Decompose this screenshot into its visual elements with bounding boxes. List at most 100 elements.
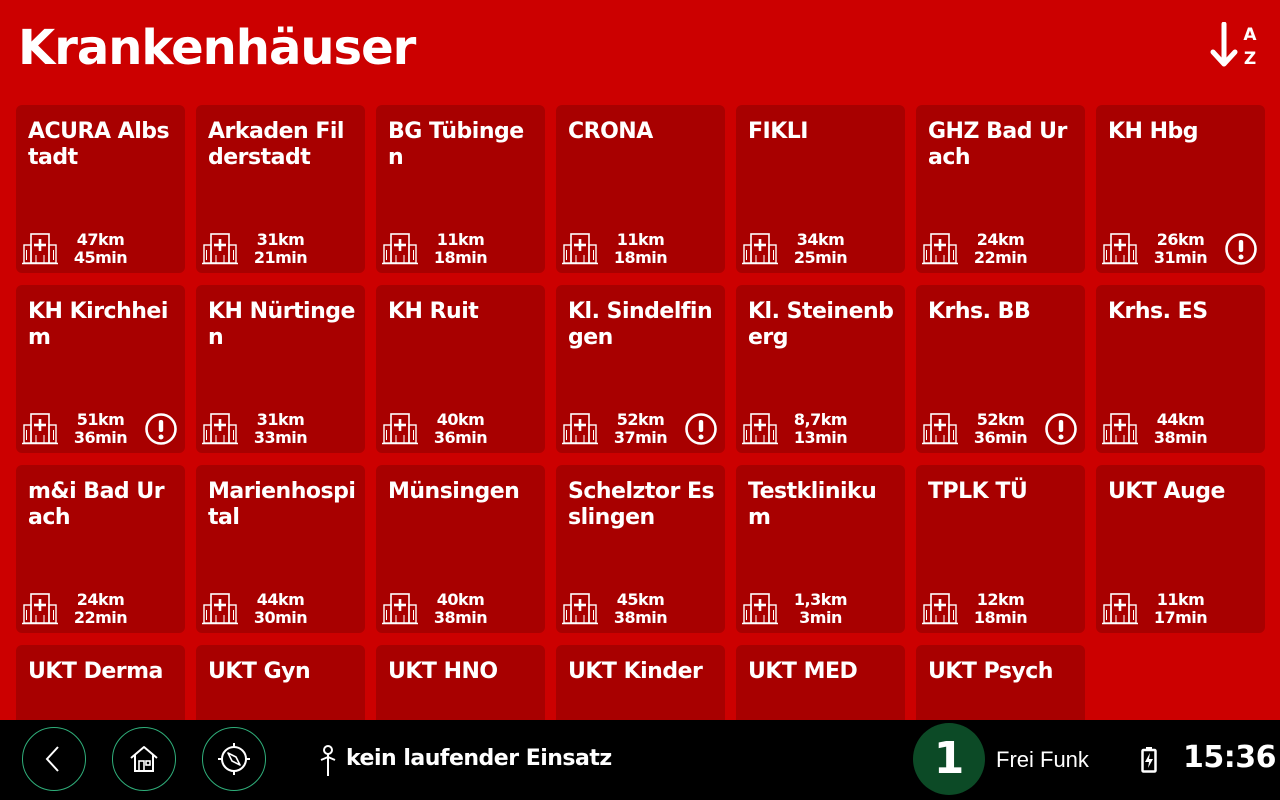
distance-info: 8,7km 13min: [788, 411, 853, 447]
hospital-icon: [22, 411, 58, 445]
hospital-tile[interactable]: Krhs. ES 44km 38min: [1096, 285, 1265, 453]
hospital-tile[interactable]: Kl. Steinenberg 8,7km 13min: [736, 285, 905, 453]
hospital-tile[interactable]: UKT Kinder: [556, 645, 725, 720]
hospital-tile[interactable]: UKT MED: [736, 645, 905, 720]
distance-info: 11km 17min: [1148, 591, 1213, 627]
warning-icon: [144, 412, 178, 446]
distance-info: 51km 36min: [68, 411, 133, 447]
distance-info: 47km 45min: [68, 231, 133, 267]
distance-info: 40km 38min: [428, 591, 493, 627]
hospital-tile[interactable]: UKT Gyn: [196, 645, 365, 720]
hospital-tile[interactable]: ACURA Albstadt 47km 45min: [16, 105, 185, 273]
distance-km: 12km: [976, 590, 1025, 609]
hospital-name: GHZ Bad Urach: [928, 119, 1067, 170]
distance-km: 11km: [616, 230, 665, 249]
hospital-tile[interactable]: UKT Auge 11km 17min: [1096, 465, 1265, 633]
hospital-tile[interactable]: GHZ Bad Urach 24km 22min: [916, 105, 1085, 273]
distance-km: 34km: [796, 230, 845, 249]
distance-km: 52km: [976, 410, 1025, 429]
hospital-tile[interactable]: UKT Psych: [916, 645, 1085, 720]
distance-info: 12km 18min: [968, 591, 1033, 627]
hospital-name: Krhs. BB: [928, 299, 1031, 324]
footer-bar: kein laufender Einsatz 1 Frei Funk 15:36: [0, 720, 1280, 800]
page-title: Krankenhäuser: [18, 20, 416, 76]
header: Krankenhäuser A Z: [0, 0, 1280, 100]
hospital-tile[interactable]: BG Tübingen 11km 18min: [376, 105, 545, 273]
clock: 15:36: [1183, 740, 1277, 775]
hospital-name: Testklinikum: [748, 479, 877, 530]
hospital-tile[interactable]: KH Nürtingen 31km 33min: [196, 285, 365, 453]
hospital-tile[interactable]: CRONA 11km 18min: [556, 105, 725, 273]
hospital-tile[interactable]: KH Kirchheim 51km 36min: [16, 285, 185, 453]
travel-time: 30min: [253, 608, 308, 627]
hospital-name: Arkaden Filderstadt: [208, 119, 344, 170]
distance-km: 11km: [1156, 590, 1205, 609]
hospital-tile[interactable]: Arkaden Filderstadt 31km 21min: [196, 105, 365, 273]
navigation-button[interactable]: [202, 727, 266, 791]
hospital-tile[interactable]: UKT HNO: [376, 645, 545, 720]
travel-time: 3min: [799, 608, 842, 627]
hospital-tile[interactable]: KH Ruit 40km 36min: [376, 285, 545, 453]
back-button[interactable]: [22, 727, 86, 791]
person-pin-icon: [318, 744, 338, 782]
hospital-tile[interactable]: FIKLI 34km 25min: [736, 105, 905, 273]
home-button[interactable]: [112, 727, 176, 791]
hospital-icon: [382, 411, 418, 445]
hospital-icon: [922, 591, 958, 625]
travel-time: 31min: [1153, 248, 1208, 267]
distance-info: 45km 38min: [608, 591, 673, 627]
sort-alpha-down-icon: A Z: [1210, 21, 1257, 69]
distance-km: 52km: [616, 410, 665, 429]
hospital-tile[interactable]: KH Hbg 26km 31min: [1096, 105, 1265, 273]
hospital-tile[interactable]: TPLK TÜ 12km 18min: [916, 465, 1085, 633]
distance-info: 24km 22min: [968, 231, 1033, 267]
distance-info: 52km 37min: [608, 411, 673, 447]
sort-letter-z: Z: [1244, 49, 1256, 69]
travel-time: 13min: [793, 428, 848, 447]
hospital-name: UKT Gyn: [208, 659, 311, 684]
hospital-tile[interactable]: Krhs. BB 52km 36min: [916, 285, 1085, 453]
travel-time: 33min: [253, 428, 308, 447]
hospital-name: UKT Auge: [1108, 479, 1225, 504]
hospital-name: ACURA Albstadt: [28, 119, 170, 170]
travel-time: 22min: [73, 608, 128, 627]
hospital-icon: [202, 231, 238, 265]
distance-info: 52km 36min: [968, 411, 1033, 447]
travel-time: 38min: [613, 608, 668, 627]
distance-km: 31km: [256, 230, 305, 249]
distance-info: 1,3km 3min: [788, 591, 853, 627]
hospital-name: BG Tübingen: [388, 119, 524, 170]
hospital-icon: [1102, 231, 1138, 265]
hospital-name: KH Ruit: [388, 299, 479, 324]
hospital-name: Schelztor Esslingen: [568, 479, 715, 530]
travel-time: 38min: [1153, 428, 1208, 447]
sort-letter-a: A: [1243, 25, 1257, 45]
distance-km: 47km: [76, 230, 125, 249]
hospital-tile[interactable]: Münsingen 40km 38min: [376, 465, 545, 633]
distance-km: 24km: [976, 230, 1025, 249]
distance-km: 1,3km: [793, 590, 848, 609]
distance-info: 31km 33min: [248, 411, 313, 447]
distance-km: 8,7km: [793, 410, 848, 429]
travel-time: 37min: [613, 428, 668, 447]
distance-km: 44km: [1156, 410, 1205, 429]
hospital-name: Marienhospital: [208, 479, 356, 530]
hospital-tile[interactable]: Kl. Sindelfingen 52km 37min: [556, 285, 725, 453]
travel-time: 45min: [73, 248, 128, 267]
hospital-icon: [22, 231, 58, 265]
travel-time: 18min: [613, 248, 668, 267]
hospital-icon: [562, 411, 598, 445]
hospital-name: UKT HNO: [388, 659, 498, 684]
hospital-tile[interactable]: m&i Bad Urach 24km 22min: [16, 465, 185, 633]
hospital-icon: [22, 591, 58, 625]
sort-button[interactable]: A Z: [1208, 21, 1260, 70]
radio-channel-indicator[interactable]: 1: [913, 723, 985, 795]
hospital-tile[interactable]: Testklinikum 1,3km 3min: [736, 465, 905, 633]
hospital-icon: [562, 591, 598, 625]
hospital-tile[interactable]: UKT Derma: [16, 645, 185, 720]
hospital-name: Münsingen: [388, 479, 520, 504]
hospital-tile[interactable]: Marienhospital 44km 30min: [196, 465, 365, 633]
hospital-icon: [922, 411, 958, 445]
hospital-tile[interactable]: Schelztor Esslingen 45km 38min: [556, 465, 725, 633]
travel-time: 18min: [433, 248, 488, 267]
